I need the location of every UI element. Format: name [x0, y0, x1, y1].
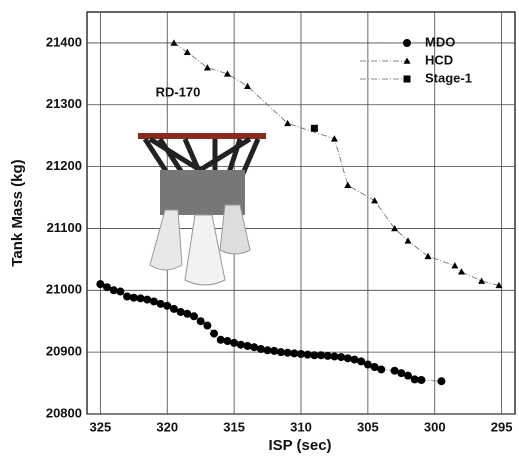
point — [343, 354, 352, 363]
point — [196, 317, 205, 326]
point — [370, 362, 379, 371]
point — [323, 351, 332, 360]
point — [183, 309, 192, 318]
point — [163, 301, 172, 310]
point — [230, 338, 239, 347]
point — [363, 360, 372, 369]
point — [290, 349, 299, 358]
point — [283, 348, 292, 357]
point — [303, 350, 312, 359]
point — [458, 268, 465, 275]
x-tick-label: 295 — [491, 419, 513, 434]
y-tick-label: 20900 — [46, 344, 82, 359]
point — [270, 346, 279, 355]
point — [176, 307, 185, 316]
y-tick-label: 21200 — [46, 158, 82, 173]
legend-marker — [403, 39, 411, 47]
point — [123, 292, 132, 301]
point — [371, 197, 379, 204]
point — [156, 299, 165, 308]
point — [103, 283, 112, 292]
point — [330, 352, 339, 361]
point — [417, 375, 426, 384]
x-tick-label: 320 — [156, 419, 178, 434]
x-tick-label: 310 — [290, 419, 312, 434]
legend-label: Stage-1 — [425, 70, 472, 85]
point — [451, 262, 459, 269]
point — [203, 64, 211, 71]
y-tick-label: 21000 — [46, 282, 82, 297]
y-tick-label: 21400 — [46, 34, 82, 49]
legend-marker — [403, 75, 411, 83]
point — [344, 181, 352, 188]
point — [478, 277, 486, 284]
point — [404, 237, 412, 244]
legend-label: MDO — [425, 34, 455, 49]
point — [310, 124, 318, 132]
legend-label: HCD — [425, 52, 453, 67]
point — [216, 335, 225, 344]
point — [357, 357, 366, 366]
point — [350, 355, 359, 364]
point — [330, 135, 338, 142]
point — [424, 252, 432, 260]
point — [223, 70, 231, 77]
point — [256, 345, 265, 354]
engine-image — [138, 133, 266, 286]
point — [223, 337, 232, 346]
point — [495, 281, 503, 289]
point — [410, 375, 419, 384]
point — [143, 295, 152, 304]
point — [116, 287, 125, 296]
x-tick-label: 300 — [424, 419, 446, 434]
point — [169, 304, 178, 313]
point — [236, 340, 245, 349]
series-line — [173, 42, 500, 286]
point — [310, 351, 319, 360]
point — [183, 48, 191, 55]
legend-marker — [403, 57, 411, 64]
point — [149, 297, 158, 306]
x-tick-label: 325 — [90, 419, 112, 434]
point — [129, 293, 138, 302]
point — [317, 351, 326, 360]
x-axis-label: ISP (sec) — [268, 437, 331, 454]
point — [437, 377, 446, 386]
point — [337, 353, 346, 362]
point — [250, 343, 259, 352]
point — [136, 294, 145, 303]
point — [377, 365, 386, 374]
point — [263, 346, 272, 355]
y-axis-label: Tank Mass (kg) — [9, 159, 26, 266]
point — [404, 371, 412, 380]
y-tick-label: 21100 — [47, 220, 82, 235]
point — [297, 350, 305, 359]
x-tick-label: 315 — [223, 419, 245, 434]
point — [244, 82, 251, 90]
x-tick-label: 305 — [357, 419, 379, 434]
y-tick-label: 21300 — [46, 96, 82, 111]
point — [243, 341, 252, 350]
point — [96, 280, 105, 289]
annotation: RD-170 — [156, 84, 201, 99]
point — [284, 119, 292, 127]
point — [170, 39, 178, 46]
point — [210, 329, 219, 338]
point — [391, 224, 399, 232]
point — [190, 312, 198, 321]
point — [397, 369, 406, 378]
point — [203, 321, 212, 330]
point — [390, 366, 399, 375]
point — [109, 286, 118, 295]
point — [276, 348, 285, 357]
y-tick-label: 20800 — [46, 405, 82, 420]
